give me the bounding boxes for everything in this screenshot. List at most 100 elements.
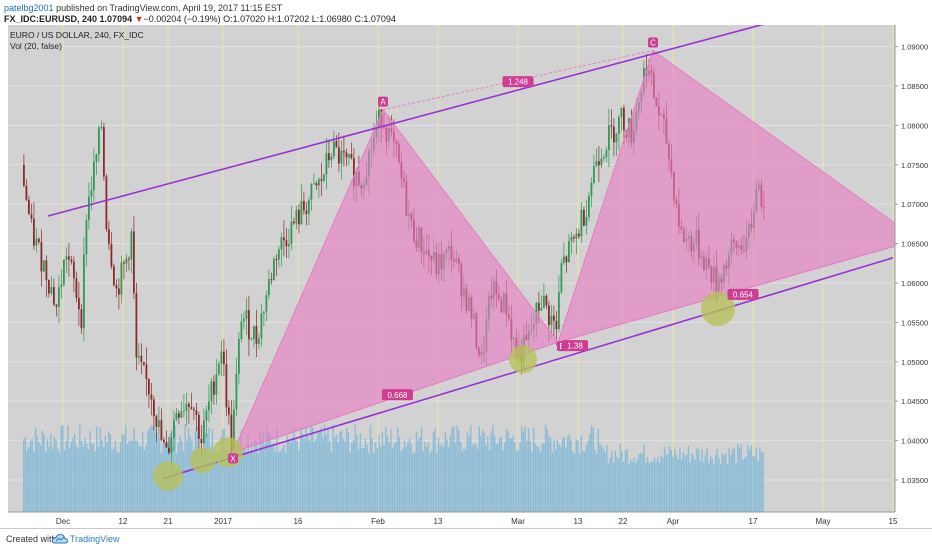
volume-bar xyxy=(397,427,399,512)
candle-up xyxy=(93,161,95,191)
volume-bar xyxy=(723,455,725,512)
candle-down xyxy=(135,292,138,358)
volume-bar xyxy=(465,449,467,512)
candle-down xyxy=(68,256,70,260)
volume-bar xyxy=(403,439,406,512)
candle-down xyxy=(30,214,33,219)
volume-bar xyxy=(546,429,548,512)
candle-up xyxy=(210,381,213,402)
volume-bar xyxy=(361,448,363,512)
volume-bar xyxy=(539,452,542,512)
volume-bar xyxy=(750,445,752,512)
volume-bar xyxy=(505,429,508,512)
candle-up xyxy=(278,249,280,260)
candle-up xyxy=(205,410,208,421)
volume-bar xyxy=(259,431,261,512)
volume-bar xyxy=(466,432,469,512)
volume-bar xyxy=(43,434,45,512)
volume-bar xyxy=(284,453,287,512)
volume-bar xyxy=(665,454,667,512)
trend-channel-line[interactable] xyxy=(47,25,783,217)
candle-down xyxy=(335,141,338,148)
x-tick-label: Dec xyxy=(56,517,70,526)
x-tick-label: 13 xyxy=(574,517,583,526)
volume-bar xyxy=(740,444,742,512)
candle-down xyxy=(213,381,215,395)
candle-up xyxy=(180,411,183,418)
candle-up xyxy=(250,339,253,341)
x-tick-label: 22 xyxy=(619,517,628,526)
volume-bar xyxy=(550,437,552,512)
candle-down xyxy=(305,210,308,214)
volume-bar xyxy=(667,453,669,512)
candle-down xyxy=(223,351,225,365)
volume-bar xyxy=(80,440,83,512)
volume-bar xyxy=(629,459,632,512)
candle-up xyxy=(175,413,178,420)
volume-bar xyxy=(24,437,27,512)
volume-bar xyxy=(691,453,693,512)
volume-bar xyxy=(102,446,105,512)
candle-up xyxy=(130,231,133,260)
candle-down xyxy=(613,126,615,143)
volume-bar xyxy=(398,436,401,512)
volume-bar xyxy=(237,447,239,512)
volume-bar xyxy=(46,439,49,512)
volume-bar xyxy=(244,449,246,512)
candle-down xyxy=(538,302,540,311)
volume-bar xyxy=(606,444,608,512)
volume-bar xyxy=(189,436,191,512)
price-axis[interactable] xyxy=(895,25,932,512)
volume-bar xyxy=(45,451,47,512)
candle-up xyxy=(590,182,593,197)
candle-down xyxy=(195,410,198,416)
volume-bar xyxy=(516,451,518,512)
volume-bar xyxy=(522,431,525,512)
high-value: 1.07202 xyxy=(276,14,310,24)
volume-bar xyxy=(295,438,297,512)
tradingview-brand[interactable]: TradingView xyxy=(70,534,120,544)
candle-up xyxy=(618,116,620,134)
volume-bar xyxy=(624,449,627,512)
candle-down xyxy=(145,364,148,380)
publisher-name[interactable]: patelbg2001 xyxy=(4,3,54,13)
volume-bar xyxy=(329,440,331,512)
volume-bar xyxy=(349,452,351,512)
volume-bar xyxy=(235,443,237,512)
volume-bar xyxy=(257,453,259,512)
volume-bar xyxy=(75,445,78,512)
volume-bar xyxy=(150,425,152,512)
candle-down xyxy=(193,408,195,411)
volume-bar xyxy=(94,451,96,512)
tradingview-cloud-icon[interactable] xyxy=(52,532,68,546)
volume-bar xyxy=(689,462,691,512)
candle-up xyxy=(330,156,333,161)
pattern-point-label: C xyxy=(650,39,656,48)
volume-bar xyxy=(609,457,611,512)
time-axis[interactable] xyxy=(0,512,932,528)
volume-bar xyxy=(686,454,688,512)
volume-bar xyxy=(461,451,463,512)
volume-bar xyxy=(97,446,100,512)
volume-bar xyxy=(283,444,285,512)
candle-down xyxy=(248,310,250,340)
volume-bar xyxy=(289,442,292,512)
candle-down xyxy=(110,243,113,267)
volume-bar xyxy=(567,436,569,512)
volume-bar xyxy=(364,438,367,512)
volume-bar xyxy=(425,447,428,512)
volume-bar xyxy=(543,443,545,512)
volume-bar xyxy=(288,440,290,512)
candle-down xyxy=(283,237,285,241)
volume-legend: Vol (20, false) xyxy=(10,41,62,51)
volume-bar xyxy=(60,425,62,512)
candle-up xyxy=(600,158,603,166)
publish-info: patelbg2001 published on TradingView.com… xyxy=(4,3,282,13)
volume-bar xyxy=(713,464,715,512)
candle-down xyxy=(338,147,340,164)
volume-bar xyxy=(652,461,654,512)
candle-up xyxy=(208,401,210,411)
volume-bar xyxy=(572,451,574,512)
volume-bar xyxy=(199,453,202,512)
